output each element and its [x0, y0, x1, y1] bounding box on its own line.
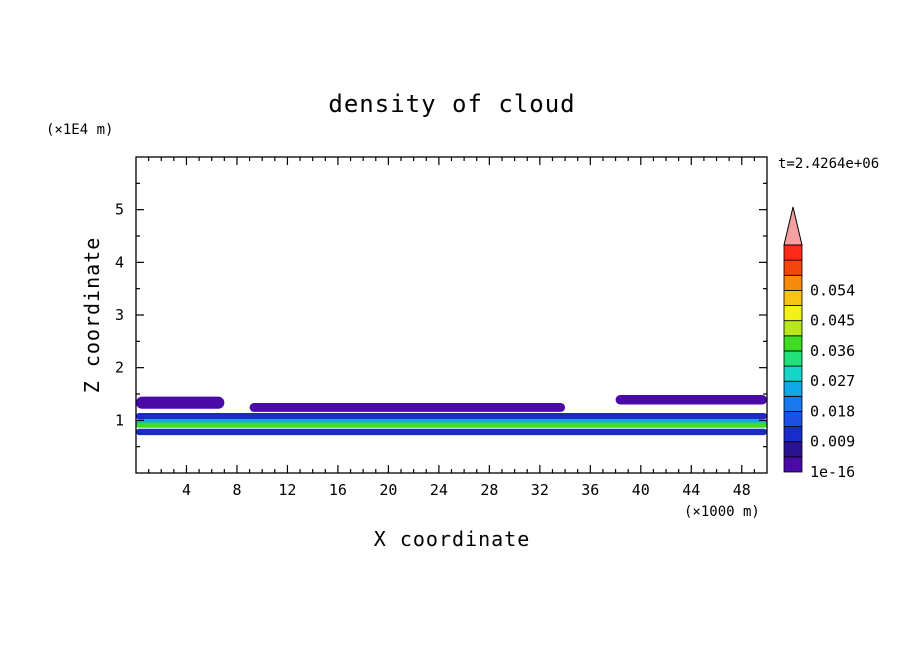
cloud-layer-upper-layer-right: [615, 395, 767, 405]
x-tick-label: 12: [278, 481, 296, 499]
cloud-layer-core-bottom: [136, 428, 767, 436]
colorbar-segment: [783, 320, 803, 337]
x-tick-label: 44: [682, 481, 700, 499]
colorbar-segment: [783, 350, 803, 367]
y-tick-label: 1: [115, 411, 124, 429]
y-axis-label: Z coordinate: [80, 237, 104, 394]
colorbar-segment: [783, 244, 803, 261]
cloud-layer-upper-layer-left: [136, 396, 225, 409]
y-axis-unit: (×1E4 m): [46, 122, 113, 138]
colorbar-label: 0.036: [810, 342, 855, 360]
x-tick-label: 40: [632, 481, 650, 499]
y-tick-label: 4: [115, 253, 124, 271]
x-axis-label: X coordinate: [374, 527, 531, 551]
x-tick-label: 16: [329, 481, 347, 499]
x-axis-unit: (×1000 m): [684, 504, 760, 520]
x-axis-ticks: 4 8 12 16 20 24 28 32 36 40 44 48: [148, 157, 755, 499]
colorbar-label: 0.027: [810, 372, 855, 390]
y-tick-label: 2: [115, 359, 124, 377]
colorbar-label: 1e-16: [810, 463, 855, 481]
x-tick-label: 24: [430, 481, 448, 499]
colorbar-segment: [783, 259, 803, 276]
colorbar-segment: [783, 289, 803, 306]
colorbar-segment: [783, 274, 803, 291]
colorbar-label: 0.009: [810, 433, 855, 451]
cloud-layer-upper-layer-mid: [249, 402, 566, 412]
colorbar-segment: [783, 456, 803, 473]
x-tick-label: 20: [379, 481, 397, 499]
y-tick-label: 3: [115, 306, 124, 324]
colorbar-label: 0.054: [810, 281, 855, 299]
colorbar-label: 0.018: [810, 402, 855, 420]
colorbar-label: 0.045: [810, 312, 855, 330]
x-tick-label: 32: [531, 481, 549, 499]
colorbar-segment: [783, 411, 803, 428]
chart-title: density of cloud: [328, 90, 575, 118]
colorbar-segment: [783, 395, 803, 412]
colorbar-segment: [783, 441, 803, 458]
time-label: t=2.4264e+06: [778, 156, 879, 172]
x-tick-label: 28: [480, 481, 498, 499]
x-tick-label: 36: [581, 481, 599, 499]
colorbar-segment: [783, 380, 803, 397]
y-axis-ticks: 1 2 3 4 5: [115, 182, 767, 448]
colorbar-segment: [783, 305, 803, 322]
x-tick-label: 4: [182, 481, 191, 499]
cloud-layer-core-bright: [136, 422, 767, 428]
x-tick-label: 48: [733, 481, 751, 499]
colorbar-extend-arrow: [783, 206, 803, 246]
colorbar-segment: [783, 426, 803, 443]
colorbar-segment: [783, 335, 803, 352]
colorbar: 1e-16 0.009 0.018 0.027 0.036 0.045 0.054: [783, 206, 855, 481]
colorbar-segment: [783, 365, 803, 382]
cloud-layer-core-top: [136, 412, 767, 420]
cloud-density-field: [136, 395, 767, 436]
x-tick-label: 8: [232, 481, 241, 499]
y-tick-label: 5: [115, 201, 124, 219]
